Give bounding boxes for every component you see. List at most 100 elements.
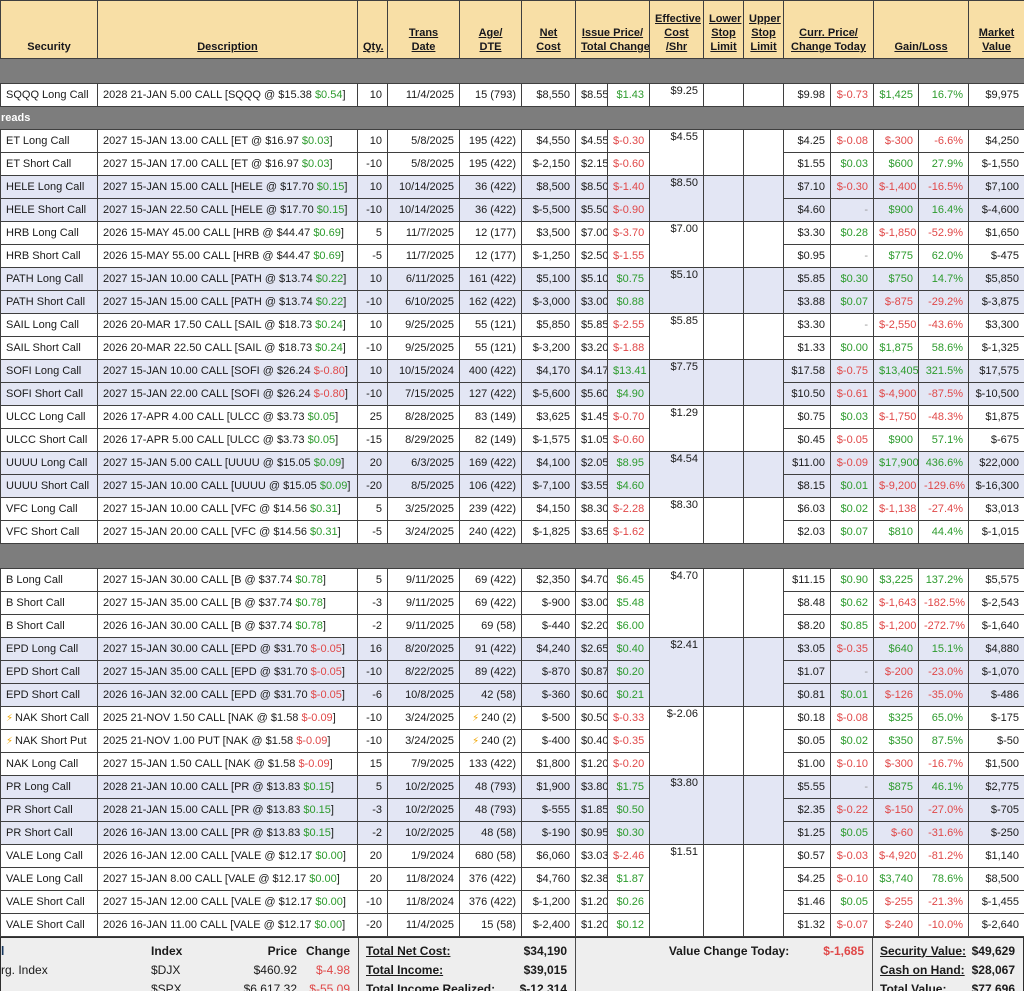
qty-cell[interactable]: -10 (357, 382, 388, 406)
change-today-cell[interactable]: $0.07 (830, 290, 874, 314)
issue-price-cell[interactable]: $1.45 (575, 405, 608, 429)
qty-cell[interactable]: -3 (357, 591, 388, 615)
qty-cell[interactable]: -10 (357, 290, 388, 314)
total-income-realized-value[interactable]: $-12,314 (519, 981, 567, 991)
qty-cell[interactable]: 20 (357, 844, 388, 868)
issue-price-cell[interactable]: $8.55 (575, 83, 608, 107)
trans-date-cell[interactable]: 11/7/2025 (387, 244, 460, 268)
curr-price-cell[interactable]: $8.15 (783, 474, 831, 498)
spx-price[interactable]: $6,617.32 (243, 981, 297, 991)
trans-date-cell[interactable]: 11/4/2025 (387, 913, 460, 937)
curr-price-cell[interactable]: $1.55 (783, 152, 831, 176)
description-cell[interactable]: 2026 16-JAN 12.00 CALL [VALE @ $12.17 $0… (97, 844, 358, 868)
age-dte-cell[interactable]: 161 (422) (459, 267, 522, 291)
market-value-cell[interactable]: $1,650 (968, 221, 1024, 245)
effective-cost-cell[interactable]: $1.29 (649, 405, 704, 452)
age-dte-cell[interactable]: ⚡ 240 (2) (459, 729, 522, 753)
gain-loss-cell[interactable]: $-150 (873, 798, 919, 822)
qty-cell[interactable]: 5 (357, 221, 388, 245)
qty-cell[interactable]: 5 (357, 775, 388, 799)
total-change-cell[interactable]: $6.00 (607, 614, 650, 638)
total-change-cell[interactable]: $1.87 (607, 867, 650, 891)
curr-price-cell[interactable]: $7.10 (783, 175, 831, 199)
security-cell[interactable]: PR Long Call (0, 775, 98, 799)
security-cell[interactable]: VFC Short Call (0, 520, 98, 544)
trans-date-cell[interactable]: 10/2/2025 (387, 775, 460, 799)
change-today-cell[interactable]: $0.05 (830, 890, 874, 914)
gain-loss-pct-cell[interactable]: 57.1% (918, 428, 969, 452)
trans-date-cell[interactable]: 10/14/2025 (387, 175, 460, 199)
description-cell[interactable]: 2027 15-JAN 17.00 CALL [ET @ $16.97 $0.0… (97, 152, 358, 176)
column-header-age-dte[interactable]: Age/DTE (459, 0, 522, 59)
qty-cell[interactable]: 5 (357, 497, 388, 521)
curr-price-cell[interactable]: $0.18 (783, 706, 831, 730)
age-dte-cell[interactable]: 240 (422) (459, 520, 522, 544)
gain-loss-cell[interactable]: $-1,850 (873, 221, 919, 245)
market-value-cell[interactable]: $-3,875 (968, 290, 1024, 314)
change-today-cell[interactable]: $-0.10 (830, 867, 874, 891)
gain-loss-cell[interactable]: $-300 (873, 129, 919, 153)
security-cell[interactable]: VFC Long Call (0, 497, 98, 521)
net-cost-cell[interactable]: $-3,200 (521, 336, 576, 360)
djx-change[interactable]: $-4.98 (315, 962, 350, 977)
column-header-trans-date[interactable]: Trans Date (387, 0, 460, 59)
gain-loss-cell[interactable]: $-4,920 (873, 844, 919, 868)
qty-cell[interactable]: 10 (357, 175, 388, 199)
market-value-cell[interactable]: $2,775 (968, 775, 1024, 799)
age-dte-cell[interactable]: 15 (793) (459, 83, 522, 107)
cash-on-hand-value[interactable]: $28,067 (971, 962, 1015, 977)
upper-stop-limit-cell[interactable] (743, 775, 784, 845)
total-change-cell[interactable]: $1.43 (607, 83, 650, 107)
qty-cell[interactable]: -10 (357, 152, 388, 176)
upper-stop-limit-cell[interactable] (743, 359, 784, 406)
effective-cost-cell[interactable]: $5.85 (649, 313, 704, 360)
description-cell[interactable]: 2026 17-APR 4.00 CALL [ULCC @ $3.73 $0.0… (97, 405, 358, 429)
market-value-cell[interactable]: $-1,070 (968, 660, 1024, 684)
description-cell[interactable]: 2025 21-NOV 1.00 PUT [NAK @ $1.58 $-0.09… (97, 729, 358, 753)
market-value-cell[interactable]: $-50 (968, 729, 1024, 753)
market-value-cell[interactable]: $4,250 (968, 129, 1024, 153)
age-dte-cell[interactable]: 12 (177) (459, 221, 522, 245)
upper-stop-limit-cell[interactable] (743, 568, 784, 638)
lower-stop-limit-cell[interactable] (703, 637, 744, 707)
description-cell[interactable]: 2026 15-MAY 45.00 CALL [HRB @ $44.47 $0.… (97, 221, 358, 245)
change-today-cell[interactable]: $-0.08 (830, 129, 874, 153)
gain-loss-cell[interactable]: $-1,643 (873, 591, 919, 615)
upper-stop-limit-cell[interactable] (743, 405, 784, 452)
total-change-cell[interactable]: $-2.28 (607, 497, 650, 521)
age-dte-cell[interactable]: 400 (422) (459, 359, 522, 383)
market-value-cell[interactable]: $-1,550 (968, 152, 1024, 176)
issue-price-cell[interactable]: $2.38 (575, 867, 608, 891)
qty-cell[interactable]: 10 (357, 129, 388, 153)
description-cell[interactable]: 2026 16-JAN 30.00 CALL [B @ $37.74 $0.78… (97, 614, 358, 638)
upper-stop-limit-cell[interactable] (743, 497, 784, 544)
lower-stop-limit-cell[interactable] (703, 175, 744, 222)
qty-cell[interactable]: 15 (357, 752, 388, 776)
trans-date-cell[interactable]: 10/8/2025 (387, 683, 460, 707)
issue-price-cell[interactable]: $3.00 (575, 290, 608, 314)
description-cell[interactable]: 2027 15-JAN 35.00 CALL [B @ $37.74 $0.78… (97, 591, 358, 615)
age-dte-cell[interactable]: 195 (422) (459, 129, 522, 153)
curr-price-cell[interactable]: $6.03 (783, 497, 831, 521)
djx-symbol[interactable]: $DJX (151, 962, 181, 977)
trans-date-cell[interactable]: 11/4/2025 (387, 83, 460, 107)
change-today-cell[interactable]: $-0.05 (830, 428, 874, 452)
age-dte-cell[interactable]: 376 (422) (459, 867, 522, 891)
curr-price-cell[interactable]: $1.33 (783, 336, 831, 360)
net-cost-cell[interactable]: $5,100 (521, 267, 576, 291)
qty-cell[interactable]: -2 (357, 821, 388, 845)
curr-price-cell[interactable]: $1.00 (783, 752, 831, 776)
net-cost-cell[interactable]: $-900 (521, 591, 576, 615)
curr-price-cell[interactable]: $5.85 (783, 267, 831, 291)
total-change-cell[interactable]: $-2.46 (607, 844, 650, 868)
security-cell[interactable]: HELE Long Call (0, 175, 98, 199)
issue-price-cell[interactable]: $5.50 (575, 198, 608, 222)
market-value-cell[interactable]: $-486 (968, 683, 1024, 707)
upper-stop-limit-cell[interactable] (743, 221, 784, 268)
trans-date-cell[interactable]: 6/3/2025 (387, 451, 460, 475)
price-column-header[interactable]: Price (267, 943, 297, 958)
trans-date-cell[interactable]: 9/11/2025 (387, 591, 460, 615)
curr-price-cell[interactable]: $0.95 (783, 244, 831, 268)
total-change-cell[interactable]: $0.26 (607, 890, 650, 914)
curr-price-cell[interactable]: $4.25 (783, 867, 831, 891)
